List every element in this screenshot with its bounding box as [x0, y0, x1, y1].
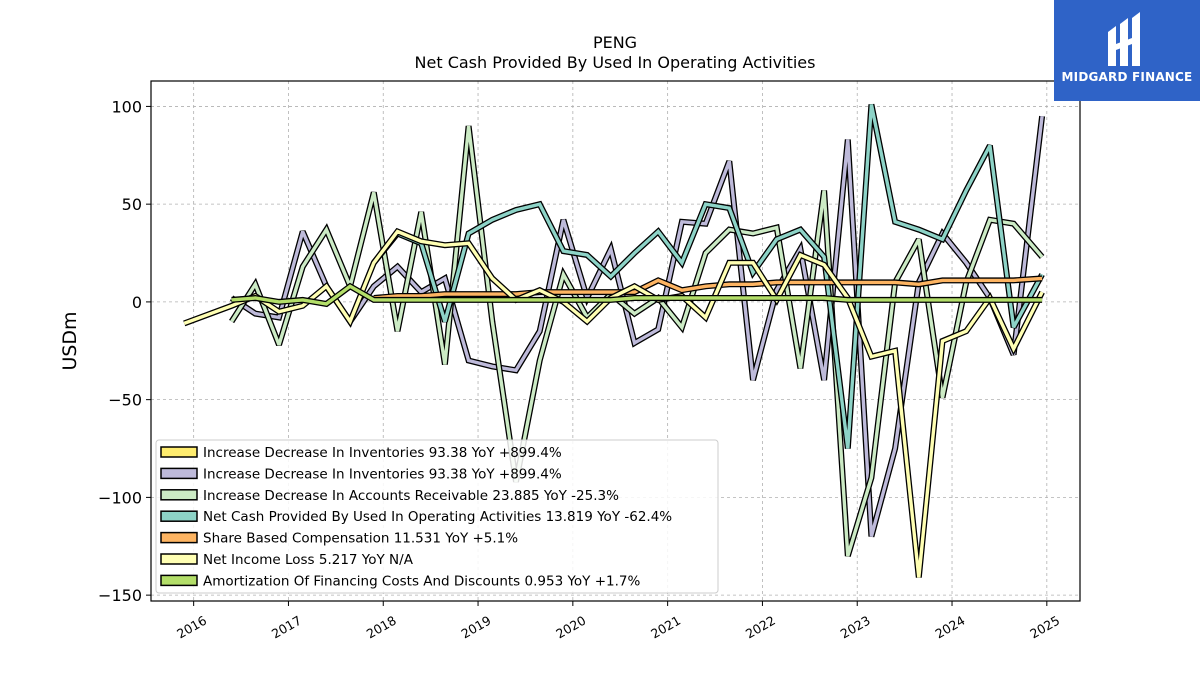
legend-swatch: [160, 489, 198, 501]
legend-box: [155, 439, 719, 594]
x-tick-label: 2020: [553, 613, 588, 642]
legend-entry: Increase Decrease In Accounts Receivable…: [203, 488, 619, 504]
series-line-3: [371, 103, 1045, 449]
y-tick-label: 50: [122, 195, 142, 214]
x-tick-label: 2019: [458, 613, 493, 642]
series-line-6: [231, 282, 1043, 308]
x-tick-label: 2024: [932, 613, 967, 642]
y-tick-label: −150: [98, 586, 142, 605]
legend-entry: Net Cash Provided By Used In Operating A…: [203, 509, 672, 525]
series-stroke: [230, 125, 1044, 557]
brand-name: MIDGARD FINANCE: [1061, 70, 1193, 84]
series-line-4: [373, 275, 1043, 301]
legend-entry: Increase Decrease In Inventories 93.38 Y…: [203, 445, 562, 461]
legend-swatch: [160, 531, 198, 544]
y-axis-label: USDm: [59, 311, 81, 370]
y-tick-label: 100: [111, 97, 142, 116]
series-stroke: [372, 104, 1044, 449]
legend-swatch: [160, 574, 198, 587]
x-tick-label: 2022: [743, 613, 778, 642]
plot-frame: [150, 80, 1081, 602]
legend-entry: Amortization Of Financing Costs And Disc…: [203, 573, 640, 589]
series-stroke: [231, 284, 1043, 306]
legend-swatch: [160, 446, 198, 458]
series-line-5: [183, 227, 1045, 578]
brand-logo: MIDGARD FINANCE: [1054, 0, 1200, 101]
series-layer: [183, 103, 1046, 578]
x-tick-label: 2018: [364, 613, 399, 642]
x-tick-label: 2025: [1027, 613, 1062, 642]
series-line-2: [229, 125, 1045, 557]
y-tick-label: 0: [132, 293, 142, 312]
x-tick-label: 2023: [838, 613, 873, 642]
chart-title: PENG: [593, 33, 637, 52]
y-tick-label: −50: [108, 391, 142, 410]
legend-entry: Increase Decrease In Inventories 93.38 Y…: [203, 466, 562, 482]
legend-entry: Share Based Compensation 11.531 YoY +5.1…: [203, 531, 518, 547]
legend: Increase Decrease In Inventories 93.38 Y…: [155, 439, 719, 594]
chart-subtitle: Net Cash Provided By Used In Operating A…: [415, 53, 816, 72]
legend-swatch: [160, 510, 198, 522]
x-tick-label: 2017: [269, 613, 304, 642]
legend-swatch: [160, 553, 198, 565]
x-tick-label: 2016: [174, 613, 209, 642]
midgard-logo-icon: [1108, 12, 1140, 66]
legend-swatch: [160, 467, 198, 480]
series-stroke: [373, 276, 1043, 300]
legend-entry: Net Income Loss 5.217 YoY N/A: [203, 552, 414, 568]
series-stroke: [183, 229, 1044, 578]
x-tick-label: 2021: [648, 613, 683, 642]
y-tick-label: −100: [98, 488, 142, 507]
